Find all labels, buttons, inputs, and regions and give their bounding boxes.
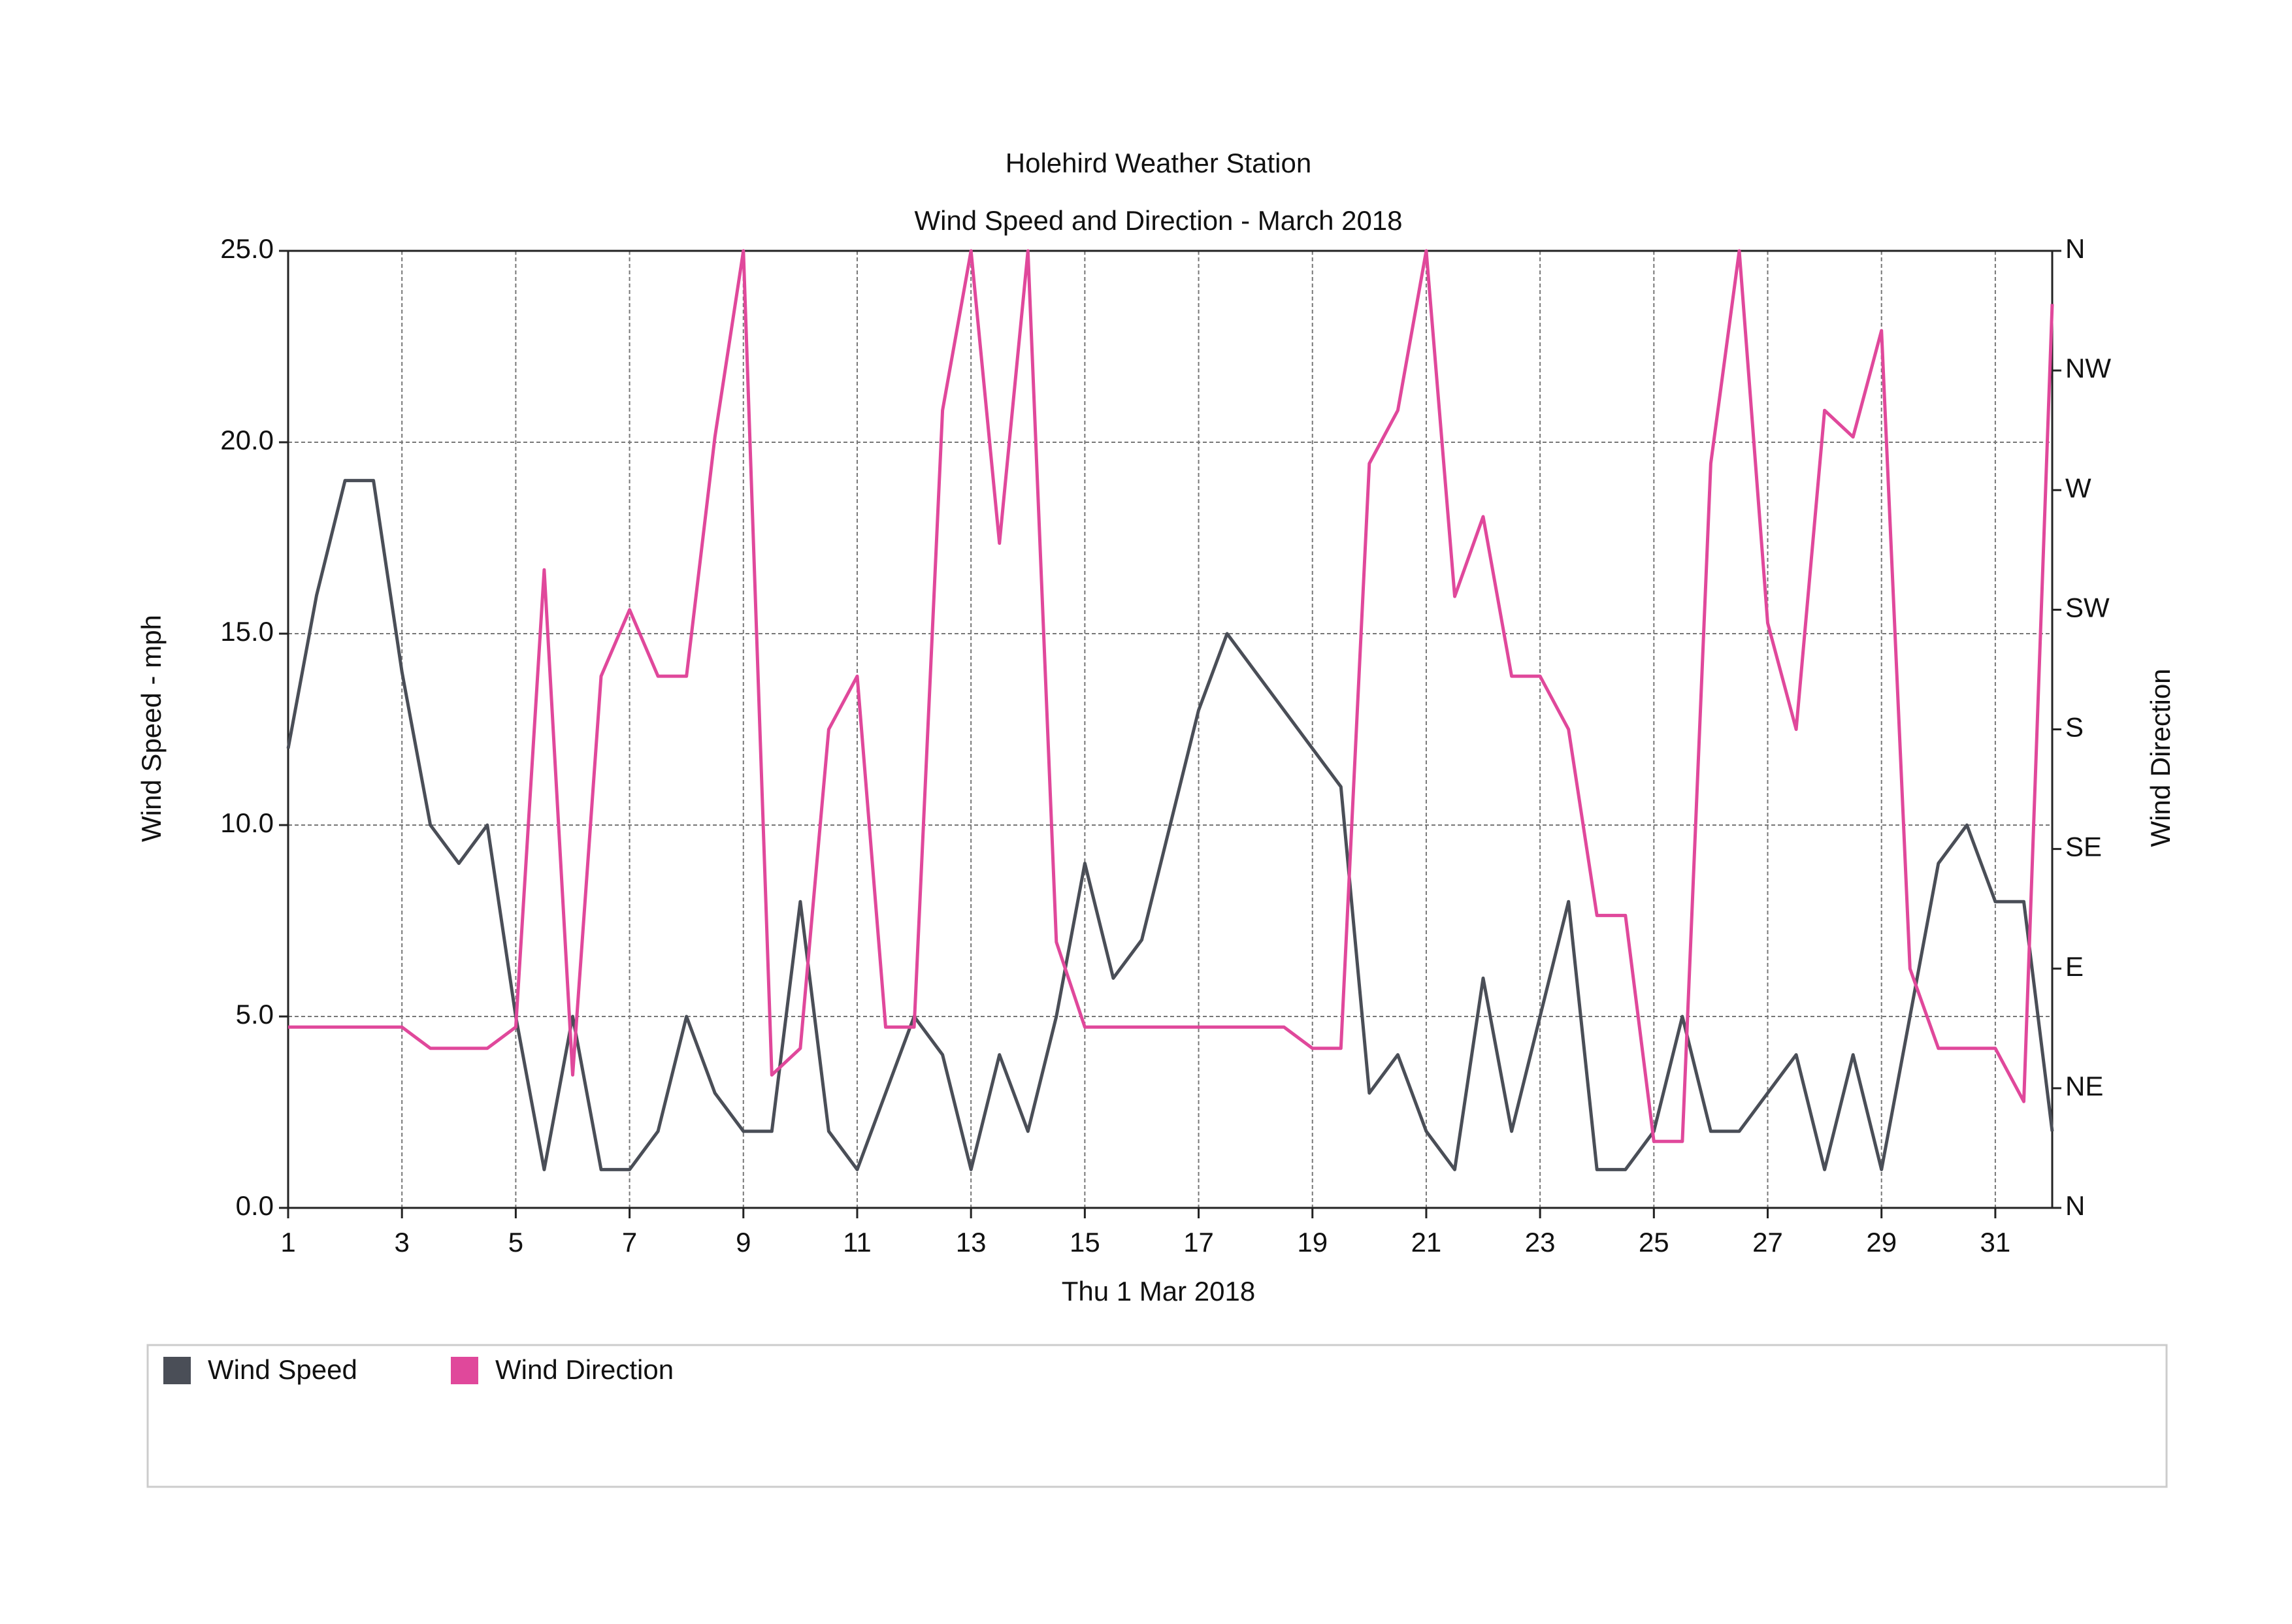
y-tick-label: 25.0 (220, 233, 274, 264)
legend-label: Wind Speed (208, 1354, 357, 1385)
legend-swatch (163, 1357, 191, 1384)
plot-frame (287, 250, 2054, 1209)
y2-tick-label: S (2065, 712, 2084, 743)
chart-title: Holehird Weather Station (1006, 148, 1311, 178)
y2-tick-label: N (2065, 1190, 2085, 1221)
y-tick-label: 0.0 (236, 1190, 274, 1221)
x-tick-label: 23 (1525, 1227, 1556, 1258)
x-tick-label: 13 (956, 1227, 987, 1258)
x-tick-label: 15 (1070, 1227, 1100, 1258)
series-line (288, 249, 2054, 1143)
y2-tick-label: NW (2065, 353, 2111, 383)
x-tick-label: 7 (622, 1227, 637, 1258)
x-axis-label: Thu 1 Mar 2018 (1062, 1276, 1256, 1307)
legend-label: Wind Direction (495, 1354, 674, 1385)
y-tick-label: 10.0 (220, 807, 274, 838)
x-tick-label: 29 (1866, 1227, 1897, 1258)
x-tick-label: 9 (736, 1227, 751, 1258)
x-tick-label: 21 (1411, 1227, 1442, 1258)
chart-subtitle: Wind Speed and Direction - March 2018 (914, 205, 1402, 236)
y2-tick-label: N (2065, 233, 2085, 264)
x-tick-label: 31 (1980, 1227, 2011, 1258)
x-tick-label: 17 (1183, 1227, 1214, 1258)
y2-tick-label: E (2065, 951, 2084, 982)
y2-tick-label: NE (2065, 1071, 2103, 1101)
x-tick-label: 27 (1752, 1227, 1783, 1258)
x-tick-label: 3 (395, 1227, 410, 1258)
x-tick-label: 11 (843, 1227, 872, 1258)
y-tick-label: 15.0 (220, 616, 274, 647)
series-line (286, 479, 2054, 1171)
x-tick-label: 25 (1639, 1227, 1669, 1258)
x-tick-label: 1 (280, 1227, 295, 1258)
legend-box (146, 1344, 2168, 1488)
y2-tick-label: SW (2065, 592, 2110, 623)
legend-swatch (451, 1357, 478, 1384)
y2-axis-label: Wind Direction (2145, 668, 2176, 847)
y2-tick-label: W (2065, 472, 2091, 503)
y-tick-label: 5.0 (236, 999, 274, 1030)
y-axis-label: Wind Speed - mph (136, 615, 167, 842)
y-tick-label: 20.0 (220, 425, 274, 455)
y2-tick-label: SE (2065, 832, 2102, 862)
x-tick-label: 19 (1297, 1227, 1328, 1258)
x-tick-label: 5 (508, 1227, 523, 1258)
